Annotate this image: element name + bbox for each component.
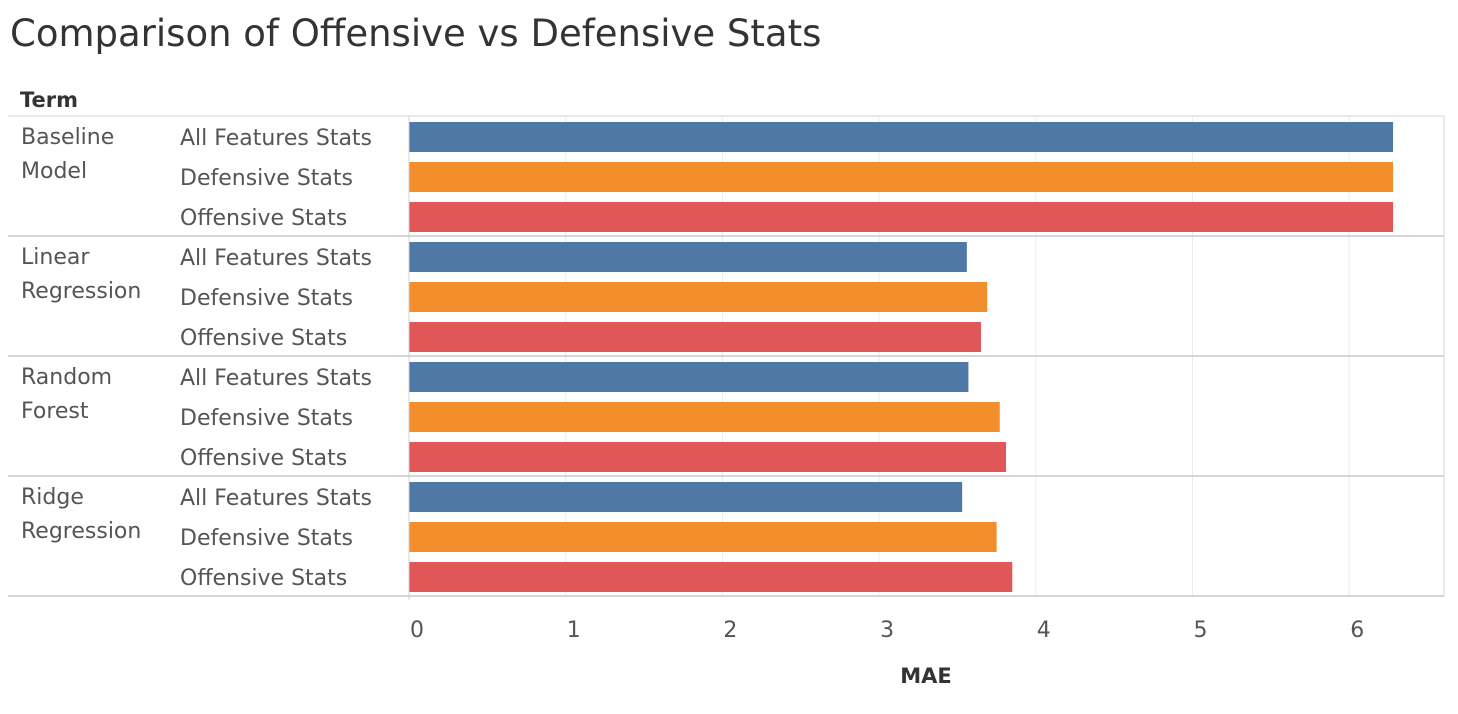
bar (409, 562, 1013, 592)
bar (409, 322, 981, 352)
category-label: Defensive Stats (180, 526, 353, 551)
panel-frame (8, 115, 1445, 600)
category-label: All Features Stats (180, 486, 372, 511)
group-label: Baseline (21, 125, 114, 150)
bar (409, 482, 963, 512)
bar (409, 442, 1007, 472)
category-label: All Features Stats (180, 366, 372, 391)
bar (409, 122, 1394, 152)
group-label: Regression (21, 279, 141, 304)
x-tick-label: 5 (1194, 618, 1208, 643)
bar (409, 522, 997, 552)
x-tick-label: 3 (880, 618, 894, 643)
row-header: Term (20, 88, 78, 112)
group-label: Regression (21, 519, 141, 544)
bar (409, 242, 967, 272)
category-label: Offensive Stats (180, 446, 347, 471)
chart-title: Comparison of Offensive vs Defensive Sta… (10, 12, 821, 55)
category-label: Defensive Stats (180, 166, 353, 191)
x-axis-ticks: 0 1 2 3 4 5 6 (410, 618, 1364, 643)
x-tick-label: 0 (410, 618, 424, 643)
x-tick-label: 1 (567, 618, 581, 643)
bar (409, 202, 1394, 232)
category-label: Defensive Stats (180, 406, 353, 431)
category-label: Offensive Stats (180, 206, 347, 231)
bar (409, 162, 1394, 192)
category-label: Offensive Stats (180, 566, 347, 591)
x-tick-label: 4 (1037, 618, 1051, 643)
category-label: Defensive Stats (180, 286, 353, 311)
group-label: Random (21, 365, 112, 390)
bar (409, 282, 988, 312)
row-labels: Baseline Model All Features Stats Defensive… (21, 125, 372, 591)
category-label: All Features Stats (180, 126, 372, 151)
group-label: Forest (21, 399, 89, 424)
group-label: Model (21, 159, 87, 184)
x-axis-title: MAE (900, 664, 952, 688)
group-label: Linear (21, 245, 90, 270)
category-label: All Features Stats (180, 246, 372, 271)
bars (409, 122, 1394, 592)
group-label: Ridge (21, 485, 84, 510)
x-tick-label: 2 (723, 618, 737, 643)
x-tick-label: 6 (1350, 618, 1364, 643)
bar (409, 362, 969, 392)
bar (409, 402, 1000, 432)
category-label: Offensive Stats (180, 326, 347, 351)
